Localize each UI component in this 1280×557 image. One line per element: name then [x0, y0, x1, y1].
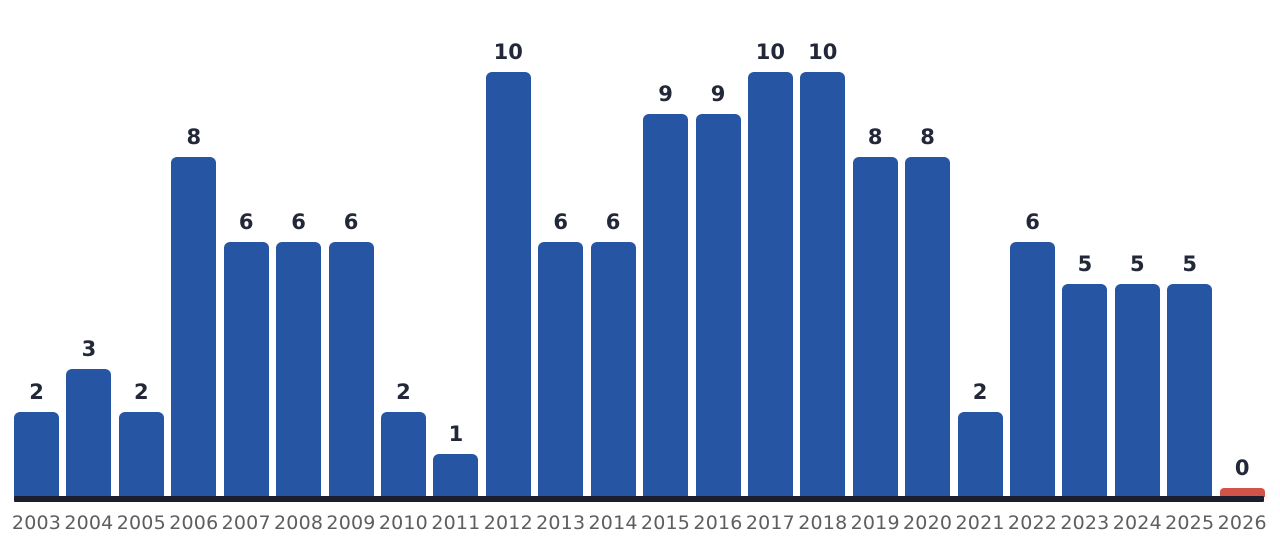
bar-value-label-2025: 5	[1182, 252, 1197, 276]
bar-2022	[1010, 242, 1055, 497]
bar-2005	[118, 412, 164, 497]
bar-value-label-2003: 2	[29, 380, 44, 404]
bar-2003	[14, 412, 59, 497]
x-tick-label-2019: 2019	[850, 512, 900, 534]
bar-2013	[538, 242, 584, 497]
bar-value-label-2008: 6	[291, 210, 306, 234]
bar-value-label-2023: 5	[1077, 252, 1093, 276]
x-tick-label-2006: 2006	[169, 512, 219, 534]
bar-value-label-2009: 6	[343, 210, 359, 234]
bar-value-label-2012: 10	[493, 40, 523, 64]
bar-value-label-2011: 1	[448, 422, 464, 446]
x-tick-label-2014: 2014	[588, 512, 638, 534]
bar-2017	[747, 72, 793, 497]
bar-2019	[852, 157, 898, 497]
bar-2025	[1167, 284, 1213, 497]
bar-2023	[1062, 284, 1108, 497]
x-tick-label-2003: 2003	[11, 512, 62, 534]
bar-2011	[433, 454, 479, 497]
bar-2010	[380, 412, 426, 497]
bar-2016	[695, 114, 741, 497]
bar-value-label-2020: 8	[920, 125, 935, 149]
bar-value-label-2015: 9	[658, 82, 673, 106]
x-tick-label-2004: 2004	[64, 512, 114, 534]
x-tick-label-2020: 2020	[903, 512, 953, 534]
x-tick-label-2024: 2024	[1112, 512, 1162, 534]
x-tick-label-2010: 2010	[378, 512, 428, 534]
x-tick-label-2005: 2005	[116, 512, 166, 534]
bar-value-label-2024: 5	[1129, 252, 1145, 276]
bar-value-label-2022: 6	[1025, 210, 1040, 234]
x-tick-label-2009: 2009	[326, 512, 376, 534]
x-axis-line	[14, 496, 1264, 502]
bar-2004	[66, 369, 112, 497]
x-tick-label-2021: 2021	[955, 512, 1005, 534]
x-tick-label-2022: 2022	[1007, 512, 1058, 534]
x-tick-label-2023: 2023	[1060, 512, 1110, 534]
bar-value-label-2026: 0	[1234, 456, 1250, 480]
bar-2012	[485, 72, 531, 497]
bar-2024	[1114, 284, 1160, 497]
bar-2026	[1219, 488, 1265, 497]
bar-2008	[276, 242, 322, 497]
bar-value-label-2016: 9	[710, 82, 726, 106]
x-tick-label-2013: 2013	[536, 512, 586, 534]
x-tick-label-2007: 2007	[221, 512, 271, 534]
bar-value-label-2019: 8	[867, 125, 883, 149]
x-tick-label-2025: 2025	[1165, 512, 1215, 534]
x-tick-label-2008: 2008	[274, 512, 324, 534]
x-tick-label-2016: 2016	[693, 512, 743, 534]
bar-value-label-2004: 3	[81, 337, 97, 361]
x-tick-label-2026: 2026	[1217, 512, 1267, 534]
bar-2018	[800, 72, 846, 497]
bar-value-label-2007: 6	[238, 210, 254, 234]
bar-2007	[223, 242, 269, 497]
x-tick-label-2011: 2011	[431, 512, 481, 534]
bar-2021	[957, 412, 1003, 497]
bar-value-label-2005: 2	[133, 380, 149, 404]
bar-2015	[643, 114, 688, 497]
bar-value-label-2013: 6	[553, 210, 568, 234]
bar-value-label-2014: 6	[605, 210, 621, 234]
x-tick-label-2018: 2018	[798, 512, 848, 534]
x-tick-label-2012: 2012	[483, 512, 533, 534]
bar-2009	[328, 242, 374, 497]
bar-value-label-2010: 2	[396, 380, 411, 404]
bar-value-label-2021: 2	[972, 380, 988, 404]
bar-value-label-2018: 10	[808, 40, 838, 64]
x-tick-label-2017: 2017	[745, 512, 795, 534]
bar-value-label-2017: 10	[755, 40, 786, 64]
bar-2020	[905, 157, 951, 497]
bar-2014	[590, 242, 636, 497]
bar-2006	[171, 157, 217, 497]
bar-value-label-2006: 8	[186, 125, 202, 149]
x-tick-label-2015: 2015	[640, 512, 691, 534]
